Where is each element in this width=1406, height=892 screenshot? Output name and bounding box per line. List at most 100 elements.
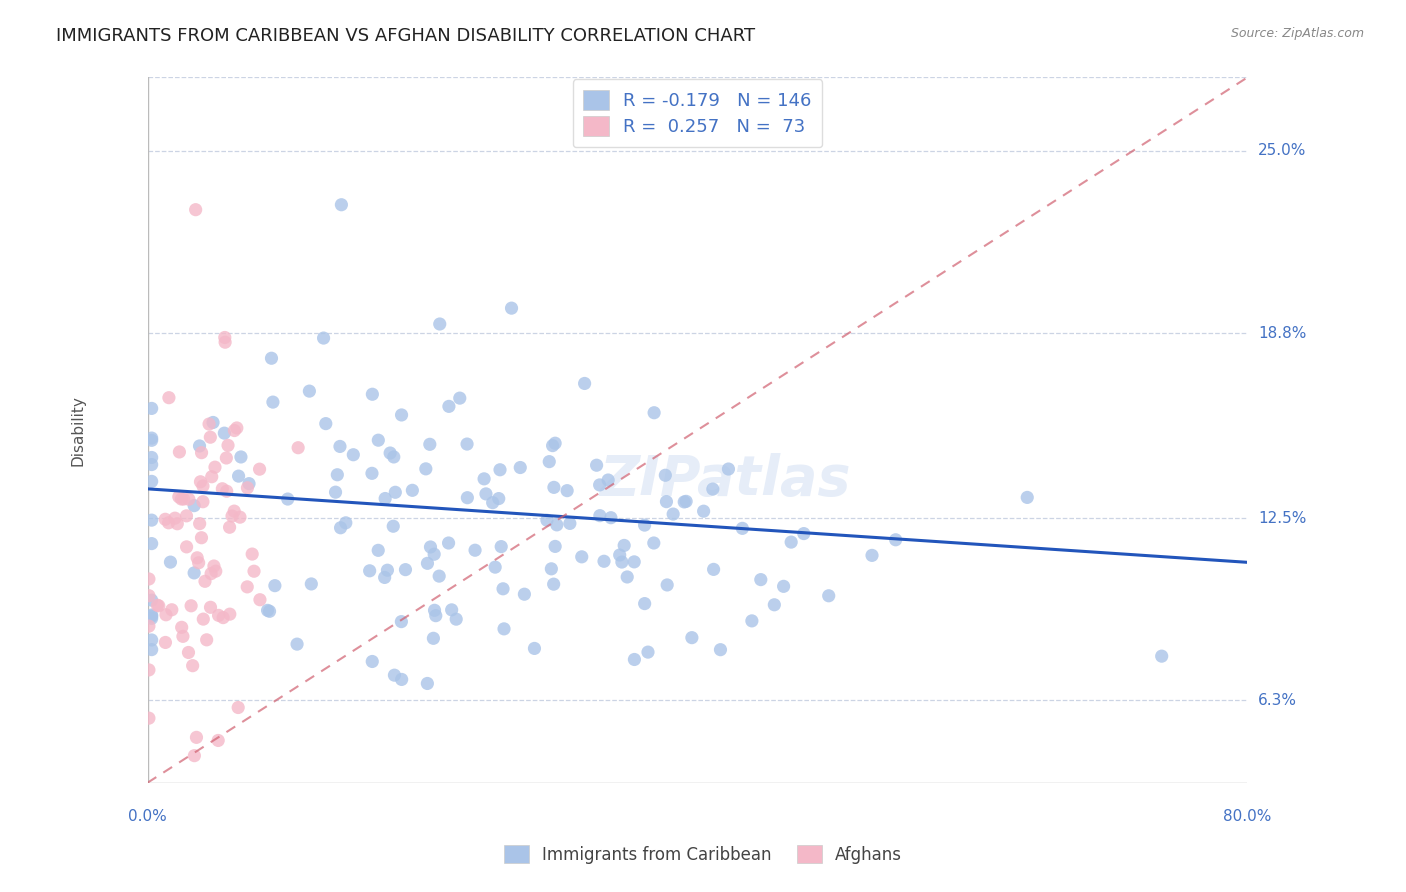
Point xyxy=(571,549,593,564)
Point xyxy=(325,485,347,500)
Point xyxy=(195,632,218,647)
Point xyxy=(214,330,236,344)
Point xyxy=(200,430,222,444)
Point xyxy=(159,555,181,569)
Point xyxy=(198,417,221,431)
Point xyxy=(236,481,259,495)
Point xyxy=(264,579,287,593)
Point xyxy=(425,608,447,623)
Point xyxy=(212,610,235,624)
Point xyxy=(749,573,772,587)
Text: IMMIGRANTS FROM CARIBBEAN VS AFGHAN DISABILITY CORRELATION CHART: IMMIGRANTS FROM CARIBBEAN VS AFGHAN DISA… xyxy=(56,27,755,45)
Point xyxy=(361,387,384,401)
Point xyxy=(793,526,815,541)
Point xyxy=(226,700,249,714)
Point xyxy=(236,580,259,594)
Point xyxy=(200,566,222,581)
Point xyxy=(141,642,163,657)
Point xyxy=(312,331,335,345)
Point xyxy=(141,401,163,416)
Legend: Immigrants from Caribbean, Afghans: Immigrants from Caribbean, Afghans xyxy=(498,838,908,871)
Point xyxy=(181,658,204,673)
Text: 12.5%: 12.5% xyxy=(1258,511,1306,525)
Point xyxy=(187,556,209,570)
Point xyxy=(884,533,907,547)
Point xyxy=(382,519,405,533)
Point xyxy=(860,549,883,563)
Point xyxy=(285,637,308,651)
Point xyxy=(416,676,439,690)
Point xyxy=(475,487,498,501)
Point xyxy=(423,603,446,617)
Point xyxy=(170,491,193,506)
Point xyxy=(589,508,612,523)
Point xyxy=(155,512,177,526)
Point xyxy=(634,597,657,611)
Point xyxy=(541,439,564,453)
Point xyxy=(374,491,396,506)
Point xyxy=(228,469,250,483)
Point xyxy=(437,536,460,550)
Point xyxy=(367,433,389,447)
Point xyxy=(593,554,616,568)
Point xyxy=(415,462,437,476)
Point xyxy=(183,499,205,513)
Point xyxy=(419,540,441,554)
Point xyxy=(391,408,413,422)
Point xyxy=(544,436,567,450)
Point xyxy=(481,496,503,510)
Point xyxy=(141,513,163,527)
Point xyxy=(217,438,239,452)
Point xyxy=(492,622,515,636)
Point xyxy=(138,589,160,603)
Point xyxy=(169,445,191,459)
Text: Disability: Disability xyxy=(70,394,86,466)
Point xyxy=(329,439,352,453)
Point xyxy=(229,510,252,524)
Point xyxy=(643,406,665,420)
Point xyxy=(492,582,515,596)
Point xyxy=(183,566,205,580)
Point xyxy=(155,607,177,622)
Point xyxy=(170,620,193,634)
Point xyxy=(616,570,638,584)
Point xyxy=(543,577,565,591)
Point xyxy=(190,475,212,489)
Point xyxy=(623,652,645,666)
Point xyxy=(558,516,581,531)
Point xyxy=(256,603,278,617)
Point xyxy=(501,301,523,315)
Point xyxy=(204,564,226,578)
Point xyxy=(260,351,283,366)
Point xyxy=(148,599,170,613)
Point xyxy=(184,202,207,217)
Point xyxy=(359,564,381,578)
Point xyxy=(673,495,696,509)
Point xyxy=(188,439,211,453)
Point xyxy=(176,540,198,554)
Point xyxy=(702,482,724,496)
Point xyxy=(472,472,495,486)
Point xyxy=(654,468,676,483)
Point xyxy=(240,547,263,561)
Text: 18.8%: 18.8% xyxy=(1258,326,1306,341)
Point xyxy=(141,450,163,465)
Point xyxy=(427,569,450,583)
Point xyxy=(394,563,416,577)
Point xyxy=(157,391,180,405)
Point xyxy=(444,612,467,626)
Point xyxy=(180,599,202,613)
Point xyxy=(538,455,561,469)
Point xyxy=(523,641,546,656)
Point xyxy=(207,733,229,747)
Point xyxy=(201,469,224,483)
Point xyxy=(681,631,703,645)
Point xyxy=(489,540,512,554)
Point xyxy=(138,619,160,633)
Point xyxy=(191,479,214,493)
Point xyxy=(772,579,794,593)
Point xyxy=(382,450,405,464)
Legend: R = -0.179   N = 146, R =  0.257   N =  73: R = -0.179 N = 146, R = 0.257 N = 73 xyxy=(572,79,823,147)
Text: 25.0%: 25.0% xyxy=(1258,144,1306,159)
Point xyxy=(225,421,247,435)
